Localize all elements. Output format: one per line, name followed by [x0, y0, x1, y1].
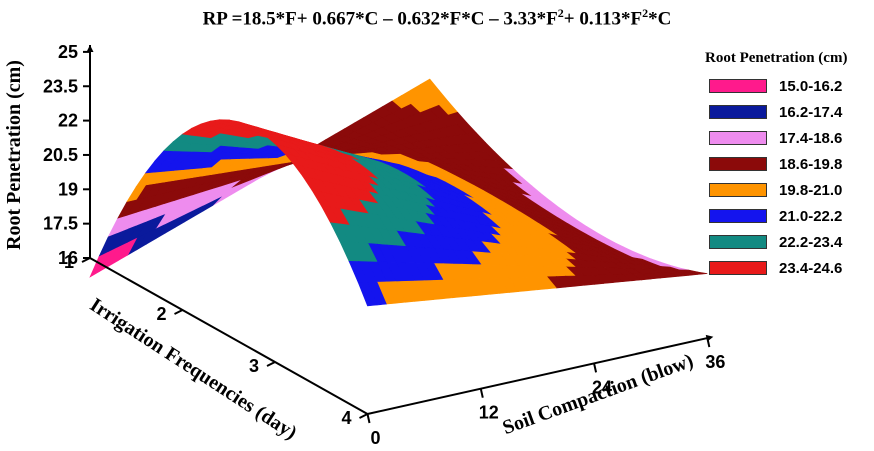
z-tick-label: 19	[58, 179, 78, 199]
legend-swatch	[709, 131, 767, 145]
y-tick-label: 36	[705, 352, 725, 372]
legend-label: 15.0-16.2	[779, 77, 843, 95]
y-axis-line	[367, 337, 708, 415]
legend-swatch	[709, 157, 767, 171]
y-tick-mark	[593, 363, 598, 373]
legend-label: 19.8-21.0	[779, 181, 843, 199]
x-tick-mark	[359, 413, 368, 419]
legend-swatch	[709, 79, 767, 93]
legend-item: 19.8-21.0	[705, 177, 870, 203]
legend-swatch	[709, 209, 767, 223]
legend-items: 15.0-16.2 16.2-17.4 17.4-18.6 18.6-19.8 19.8…	[705, 73, 870, 281]
legend-item: 21.0-22.2	[705, 203, 870, 229]
y-tick-mark	[479, 388, 484, 398]
x-tick-mark	[81, 257, 91, 263]
legend-label: 17.4-18.6	[779, 129, 843, 147]
legend-label: 21.0-22.2	[779, 207, 843, 225]
y-tick-label: 12	[479, 403, 499, 423]
chart-title-sup2: 2	[642, 6, 649, 20]
x-tick-label: 1	[64, 252, 74, 272]
legend-item: 16.2-17.4	[705, 99, 870, 125]
legend-swatch	[709, 105, 767, 119]
surface-patch	[357, 282, 378, 307]
x-tick-mark	[174, 309, 183, 315]
z-axis-title: Root Penetration (cm)	[3, 60, 25, 250]
x-tick-mark	[266, 361, 276, 367]
legend: Root Penetration (cm) 15.0-16.2 16.2-17.4…	[705, 50, 870, 281]
y-tick-label: 24	[592, 377, 612, 397]
chart-title-sup1: 2	[557, 6, 564, 20]
legend-swatch	[709, 261, 767, 275]
legend-swatch	[709, 183, 767, 197]
x-tick-label: 3	[249, 356, 259, 376]
z-tick-label: 17.5	[43, 214, 78, 234]
legend-label: 18.6-19.8	[779, 155, 843, 173]
y-tick-mark	[706, 337, 711, 348]
z-tick-label: 20.5	[43, 145, 78, 165]
y-tick-mark	[366, 413, 371, 424]
legend-label: 16.2-17.4	[779, 103, 843, 121]
legend-label: 22.2-23.4	[779, 233, 843, 251]
legend-title: Root Penetration (cm)	[705, 50, 848, 66]
chart-title-pre: RP =18.5*F+ 0.667*C – 0.632*F*C – 3.33*F	[202, 8, 558, 30]
z-axis-arrow	[86, 45, 94, 52]
z-tick-label: 22	[58, 111, 78, 131]
legend-item: 17.4-18.6	[705, 125, 870, 151]
z-tick-label: 25	[58, 42, 78, 62]
chart-title-mid: + 0.113*F	[563, 8, 643, 30]
legend-item: 23.4-24.6	[705, 255, 870, 281]
z-tick-label: 23.5	[43, 76, 78, 96]
legend-swatch	[709, 235, 767, 249]
legend-item: 18.6-19.8	[705, 151, 870, 177]
legend-label: 23.4-24.6	[779, 259, 843, 277]
z-tick-label: 16	[58, 248, 78, 268]
chart-title: RP =18.5*F+ 0.667*C – 0.632*F*C – 3.33*F…	[0, 6, 874, 30]
legend-item: 15.0-16.2	[705, 73, 870, 99]
surface-layer	[89, 78, 708, 307]
legend-item: 22.2-23.4	[705, 229, 870, 255]
chart-title-post: *C	[648, 8, 672, 30]
x-axis-line	[89, 257, 368, 415]
x-tick-label: 2	[156, 304, 166, 324]
x-tick-label: 4	[341, 408, 351, 428]
y-tick-label: 0	[370, 428, 380, 448]
